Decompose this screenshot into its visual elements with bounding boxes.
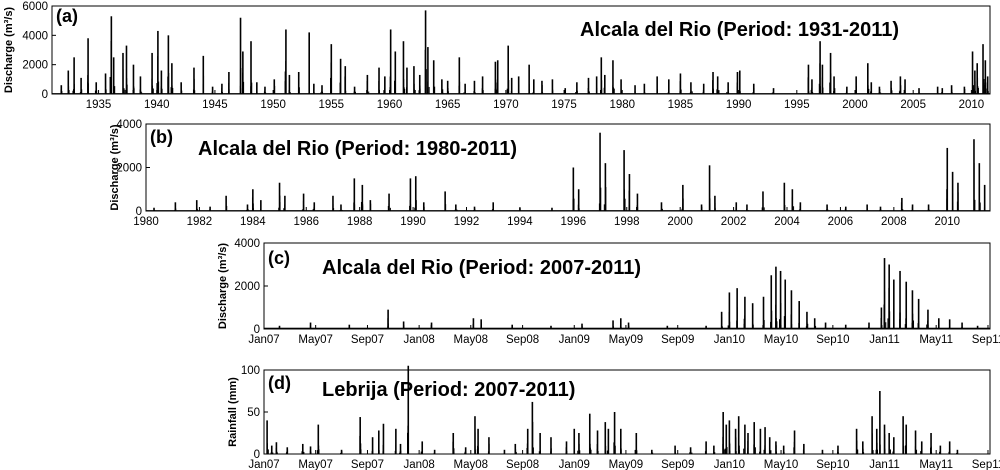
x-tick-label: 1960 xyxy=(377,99,403,111)
y-tick-label: 50 xyxy=(247,407,260,419)
x-tick-label: 1990 xyxy=(726,99,752,111)
x-tick-label: May10 xyxy=(764,334,799,346)
x-tick-label: 1940 xyxy=(144,99,170,111)
x-tick-label: Jan09 xyxy=(559,459,590,470)
x-tick-label: May08 xyxy=(454,459,489,470)
x-tick-label: Sep09 xyxy=(661,459,694,470)
x-tick-label: 1994 xyxy=(507,216,533,228)
x-tick-label: 2000 xyxy=(667,216,693,228)
x-tick-label: 1986 xyxy=(293,216,319,228)
x-tick-label: 1990 xyxy=(400,216,426,228)
x-tick-label: 1955 xyxy=(319,99,345,111)
panel-c: 0 2000 4000 Jan07 May07 Sep07 Jan08 May08 Sep08 J… xyxy=(217,238,1000,346)
x-tick-label: 1982 xyxy=(187,216,213,228)
x-tick-label: 1995 xyxy=(784,99,810,111)
x-tick-label: Jan10 xyxy=(714,459,745,470)
x-tick-label: 1950 xyxy=(260,99,286,111)
x-tick-label: May08 xyxy=(454,334,489,346)
x-tick-label: Jan10 xyxy=(714,334,745,346)
x-tick-label: Jan11 xyxy=(869,334,899,346)
panel-label: (a) xyxy=(56,6,78,26)
x-tick-label: 1975 xyxy=(551,99,577,111)
x-tick-label: May09 xyxy=(609,334,644,346)
x-tick-label: Sep11 xyxy=(972,334,1000,346)
y-axis-label: Discharge (m³/s) xyxy=(109,124,121,211)
x-tick-label: Sep09 xyxy=(661,334,694,346)
y-axis-label: Rainfall (mm) xyxy=(227,377,239,447)
x-tick-label: 2002 xyxy=(721,216,747,228)
y-tick-label: 2000 xyxy=(22,60,48,72)
x-tick-label: Sep07 xyxy=(351,334,384,346)
x-tick-label: Jan08 xyxy=(403,334,434,346)
y-tick-label: 4000 xyxy=(22,30,48,42)
panel-title: Alcala del Rio (Period: 1980-2011) xyxy=(198,138,517,160)
x-tick-label: Jan07 xyxy=(248,334,279,346)
y-axis-label: Discharge (m³/s) xyxy=(3,7,15,94)
panel-title: Alcala del Rio (Period: 2007-2011) xyxy=(322,257,641,279)
x-tick-label: 1998 xyxy=(614,216,640,228)
y-tick-label: 100 xyxy=(241,365,260,377)
x-tick-label: May11 xyxy=(919,334,953,346)
y-axis-label: Discharge (m³/s) xyxy=(217,243,229,330)
x-tick-label: Jan11 xyxy=(869,459,899,470)
x-tick-label: 1945 xyxy=(202,99,228,111)
x-tick-label: 1985 xyxy=(668,99,694,111)
panel-b: 0 2000 4000 1980 1982 1984 1986 1988 1990 1992 199… xyxy=(109,119,991,228)
x-tick-label: 1996 xyxy=(561,216,587,228)
panel-label: (d) xyxy=(268,373,291,393)
panel-title: Lebrija (Period: 2007-2011) xyxy=(322,379,575,401)
x-tick-label: 1965 xyxy=(435,99,461,111)
x-tick-label: Sep11 xyxy=(972,459,1000,470)
x-tick-label: May09 xyxy=(609,459,644,470)
y-tick-label: 0 xyxy=(136,206,142,218)
x-tick-label: May07 xyxy=(298,334,333,346)
y-tick-label: 2000 xyxy=(234,281,260,293)
panel-title: Alcala del Rio (Period: 1931-2011) xyxy=(580,19,899,41)
baseline-flow xyxy=(264,327,990,329)
x-tick-label: May11 xyxy=(919,459,953,470)
x-tick-label: 1970 xyxy=(493,99,519,111)
x-tick-label: 2006 xyxy=(828,216,854,228)
panel-a: 0 2000 4000 6000 1935 1940 1945 1950 1955 1960 196… xyxy=(3,1,991,111)
x-tick-label: 1935 xyxy=(86,99,112,111)
y-tick-label: 0 xyxy=(254,324,260,336)
x-tick-label: 2000 xyxy=(842,99,868,111)
y-tick-label: 0 xyxy=(254,449,260,461)
x-tick-label: Sep08 xyxy=(506,334,539,346)
x-tick-label: 1988 xyxy=(347,216,373,228)
x-tick-label: Jan07 xyxy=(248,459,279,470)
x-tick-label: 2004 xyxy=(774,216,800,228)
x-tick-label: Jan09 xyxy=(559,334,590,346)
x-tick-label: Sep08 xyxy=(506,459,539,470)
x-tick-label: 1980 xyxy=(609,99,635,111)
x-tick-label: Sep10 xyxy=(816,459,849,470)
x-tick-label: 2010 xyxy=(959,99,985,111)
x-tick-label: 2008 xyxy=(881,216,907,228)
x-tick-label: May10 xyxy=(764,459,799,470)
y-tick-label: 0 xyxy=(42,89,48,101)
y-tick-label: 4000 xyxy=(234,238,260,250)
x-tick-label: Sep10 xyxy=(816,334,849,346)
x-tick-label: 2005 xyxy=(900,99,926,111)
x-tick-label: 1984 xyxy=(240,216,266,228)
y-tick-label: 4000 xyxy=(116,119,142,131)
plot-frame xyxy=(51,5,991,95)
y-tick-label: 6000 xyxy=(22,1,48,13)
y-tick-label: 2000 xyxy=(116,163,142,175)
x-tick-label: 2010 xyxy=(934,216,960,228)
x-tick-label: 1992 xyxy=(454,216,480,228)
x-tick-label: Jan08 xyxy=(403,459,434,470)
panel-label: (c) xyxy=(268,248,290,268)
panel-d: 0 50 100 Jan07 May07 Sep07 Jan08 May08 Sep08 Jan0… xyxy=(227,365,1000,470)
panel-label: (b) xyxy=(150,127,173,147)
x-tick-label: Sep07 xyxy=(351,459,384,470)
x-tick-label: May07 xyxy=(298,459,333,470)
x-tick-label: 1980 xyxy=(133,216,159,228)
